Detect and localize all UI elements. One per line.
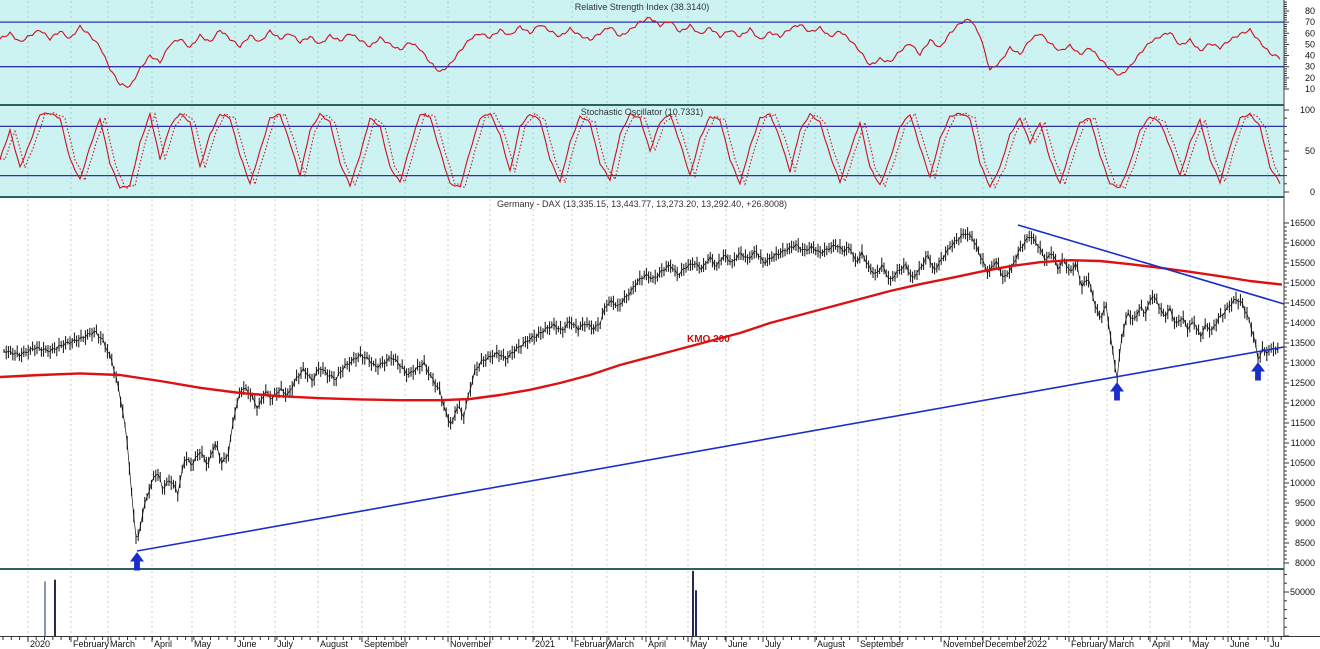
rsi-ytick-label: 20 [1305,73,1315,83]
x-axis-label: May [690,639,708,649]
rsi-ytick-label: 60 [1305,28,1315,38]
x-axis-label: May [1192,639,1210,649]
x-axis-label: June [1230,639,1250,649]
price-ytick-label: 14000 [1290,318,1315,328]
price-ytick-label: 8000 [1295,558,1315,568]
volume-ytick-label: 50000 [1290,587,1315,597]
panel-separator [0,568,1284,570]
price-ytick-label: 11000 [1291,438,1315,448]
kmo-200-line [0,259,1283,402]
x-axis-label: April [648,639,666,649]
stoch-ytick-label: 50 [1305,146,1315,156]
trendline-falling-resistance [1017,224,1285,305]
x-axis-label: March [110,639,135,649]
buy-signal-arrow [1251,362,1265,381]
ma-200-label: KMO 200 [687,334,730,345]
price-ytick-label: 9500 [1295,498,1315,508]
stoch-ytick-label: 0 [1310,187,1315,197]
x-axis-label: November [943,639,985,649]
price-ytick-label: 12000 [1290,398,1315,408]
rsi-title: Relative Strength Index (38.3140) [574,2,710,12]
panel-separator [0,104,1284,106]
trendline-rising-support [136,346,1285,552]
x-axis-label: February [73,639,110,649]
x-axis-label: April [154,639,172,649]
price-title: Germany - DAX (13,335.15, 13,443.77, 13,… [497,199,787,209]
x-axis-label: April [1152,639,1170,649]
rsi-panel [0,0,1284,105]
rsi-line [0,16,1281,89]
buy-signal-arrow [130,552,144,571]
x-axis-label: Ju [1270,639,1280,649]
x-axis-label: July [277,639,294,649]
x-axis-label: March [1109,639,1134,649]
rsi-ytick-label: 80 [1305,6,1315,16]
price-ytick-label: 12500 [1290,378,1315,388]
price-ytick-label: 10000 [1290,478,1315,488]
price-ytick-label: 15000 [1290,278,1315,288]
x-axis-label: May [194,639,212,649]
x-axis-label: 2022 [1027,639,1047,649]
x-axis-label: February [1071,639,1108,649]
x-axis-label: August [320,639,349,649]
rsi-ytick-label: 40 [1305,51,1315,61]
stochastic-title: Stochastic Oscillator (10.7331) [580,107,704,117]
price-ytick-label: 16000 [1290,238,1315,248]
rsi-ytick-label: 30 [1305,62,1315,72]
x-axis-label: June [728,639,748,649]
price-ytick-label: 10500 [1290,458,1315,468]
x-axis-label: June [237,639,257,649]
rsi-ytick-label: 70 [1305,17,1315,27]
stochastic-line [0,111,1281,190]
x-axis-label: August [817,639,846,649]
buy-signal-arrow [1110,382,1124,401]
price-ytick-label: 15500 [1290,258,1315,268]
x-axis-label: July [765,639,782,649]
price-ytick-label: 14500 [1290,298,1315,308]
price-ytick-label: 9000 [1295,518,1315,528]
stoch-ytick-label: 100 [1300,105,1315,115]
x-axis-label: December [985,639,1027,649]
x-axis-label: 2021 [535,639,555,649]
stochastic-line [0,111,1281,190]
x-axis-label: February [574,639,611,649]
price-ytick-label: 13500 [1290,338,1315,348]
rsi-ytick-label: 50 [1305,39,1315,49]
price-ytick-label: 8500 [1295,538,1315,548]
price-trace [3,233,1278,537]
x-axis-label: March [609,639,634,649]
x-axis-label: 2020 [30,639,50,649]
price-ytick-label: 11500 [1291,418,1315,428]
panel-separator [0,196,1284,198]
price-ytick-label: 13000 [1290,358,1315,368]
price-ytick-label: 16500 [1290,218,1315,228]
x-axis-label: September [364,639,408,649]
x-axis-label: November [450,639,492,649]
x-axis-label: September [860,639,904,649]
volume-panel [0,570,1284,636]
rsi-ytick-label: 10 [1305,84,1315,94]
